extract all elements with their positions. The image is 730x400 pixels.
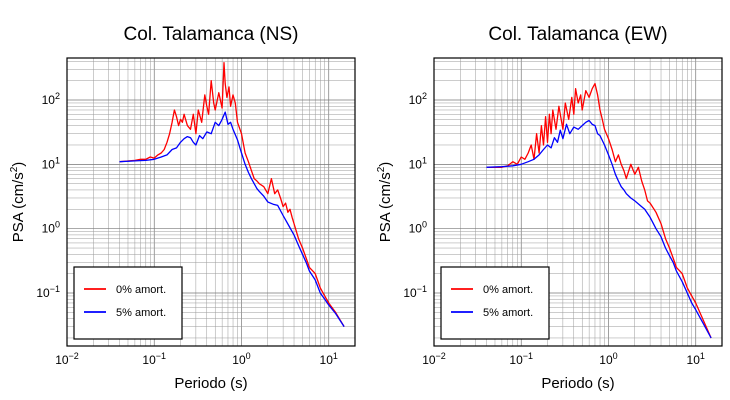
legend-label: 0% amort. bbox=[483, 284, 533, 296]
x-tick-exponent: 1 bbox=[700, 351, 705, 361]
x-tick-label: 101 bbox=[687, 351, 705, 367]
y-axis-label: PSA (cm/s2) bbox=[376, 162, 394, 243]
y-tick-label: 100 bbox=[409, 220, 427, 236]
y-tick-base: 10 bbox=[36, 286, 50, 300]
legend-box bbox=[73, 266, 183, 340]
legend: 0% amort. 5% amort. bbox=[73, 266, 183, 340]
y-axis-label-close: ) bbox=[377, 162, 394, 167]
x-tick-label: 101 bbox=[320, 351, 338, 367]
x-tick-exponent: 1 bbox=[333, 351, 338, 361]
y-axis-label-main: PSA (cm/s bbox=[10, 172, 27, 242]
y-tick-base: 10 bbox=[42, 157, 56, 171]
x-tick-label: 100 bbox=[599, 351, 617, 367]
y-tick-label: 102 bbox=[409, 91, 427, 107]
series-line-amort-0 bbox=[119, 62, 345, 327]
chart-title: Col. Talamanca (EW) bbox=[488, 24, 667, 45]
x-tick-exponent: −2 bbox=[436, 351, 446, 361]
x-axis-label: Periodo (s) bbox=[174, 375, 247, 392]
y-tick-exponent: 1 bbox=[422, 155, 427, 165]
y-tick-label: 102 bbox=[42, 91, 60, 107]
y-tick-exponent: 1 bbox=[55, 155, 60, 165]
chart-title: Col. Talamanca (NS) bbox=[124, 24, 299, 45]
y-tick-exponent: 2 bbox=[422, 91, 427, 101]
y-axis-label: PSA (cm/s2) bbox=[9, 162, 27, 243]
y-tick-base: 10 bbox=[42, 93, 56, 107]
plot-frame bbox=[433, 57, 723, 347]
y-tick-label: 10−1 bbox=[36, 284, 60, 300]
x-axis-label: Periodo (s) bbox=[541, 375, 614, 392]
x-tick-exponent: 0 bbox=[613, 351, 618, 361]
legend-label: 5% amort. bbox=[116, 307, 166, 319]
x-tick-base: 10 bbox=[422, 353, 436, 367]
y-tick-exponent: −1 bbox=[50, 284, 60, 294]
y-tick-exponent: −1 bbox=[417, 284, 427, 294]
series-line-amort-5 bbox=[119, 111, 345, 327]
grid bbox=[66, 58, 356, 346]
x-tick-base: 10 bbox=[142, 353, 156, 367]
y-axis-label-main: PSA (cm/s bbox=[377, 172, 394, 242]
series-line-amort-5 bbox=[486, 119, 712, 339]
y-axis-label-close: ) bbox=[10, 162, 27, 167]
legend: 0% amort. 5% amort. bbox=[440, 266, 550, 340]
x-tick-base: 10 bbox=[55, 353, 69, 367]
x-tick-exponent: −2 bbox=[69, 351, 79, 361]
x-tick-exponent: −1 bbox=[523, 351, 533, 361]
legend-label: 0% amort. bbox=[116, 284, 166, 296]
x-tick-label: 10−2 bbox=[422, 351, 446, 367]
y-tick-label: 100 bbox=[42, 220, 60, 236]
legend-box bbox=[440, 266, 550, 340]
x-tick-label: 100 bbox=[232, 351, 250, 367]
y-tick-label: 101 bbox=[409, 155, 427, 171]
x-tick-exponent: −1 bbox=[156, 351, 166, 361]
y-tick-base: 10 bbox=[42, 222, 56, 236]
y-axis-label-superscript: 2 bbox=[376, 166, 387, 172]
plot-frame bbox=[66, 57, 356, 347]
x-tick-base: 10 bbox=[509, 353, 523, 367]
y-tick-base: 10 bbox=[409, 157, 423, 171]
x-tick-exponent: 0 bbox=[246, 351, 251, 361]
x-tick-label: 10−1 bbox=[142, 351, 166, 367]
series-line-amort-0 bbox=[486, 82, 712, 339]
x-tick-label: 10−1 bbox=[509, 351, 533, 367]
x-tick-label: 10−2 bbox=[55, 351, 79, 367]
y-tick-base: 10 bbox=[409, 93, 423, 107]
y-tick-exponent: 2 bbox=[55, 91, 60, 101]
x-tick-base: 10 bbox=[232, 353, 246, 367]
y-tick-base: 10 bbox=[403, 286, 417, 300]
x-tick-base: 10 bbox=[599, 353, 613, 367]
y-axis-label-superscript: 2 bbox=[9, 166, 20, 172]
y-tick-exponent: 0 bbox=[422, 220, 427, 230]
y-tick-exponent: 0 bbox=[55, 220, 60, 230]
y-tick-label: 10−1 bbox=[403, 284, 427, 300]
y-tick-label: 101 bbox=[42, 155, 60, 171]
y-tick-base: 10 bbox=[409, 222, 423, 236]
x-tick-base: 10 bbox=[320, 353, 334, 367]
legend-label: 5% amort. bbox=[483, 307, 533, 319]
x-tick-base: 10 bbox=[687, 353, 701, 367]
